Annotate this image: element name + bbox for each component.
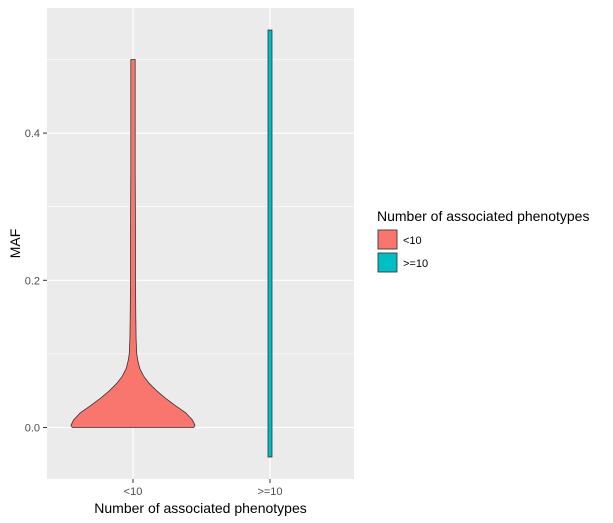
x-axis: <10 >=10: [124, 479, 283, 498]
legend-label: >=10: [403, 258, 428, 270]
legend: Number of associated phenotypes <10 >=10: [377, 208, 589, 273]
legend-swatch: [377, 252, 398, 273]
violin-ge10: [267, 29, 273, 458]
legend-title: Number of associated phenotypes: [377, 208, 589, 224]
y-tick-label: 0.4: [25, 128, 40, 140]
legend-swatch: [377, 229, 398, 250]
x-axis-title: Number of associated phenotypes: [94, 500, 306, 516]
x-tick-label: <10: [124, 486, 143, 498]
violin-lt10: [70, 59, 196, 428]
y-tick-label: 0.0: [25, 422, 40, 434]
violins: [70, 29, 273, 458]
x-tick-label: >=10: [257, 486, 282, 498]
legend-label: <10: [403, 235, 422, 247]
y-tick-label: 0.2: [25, 275, 40, 287]
y-axis: 0.0 0.2 0.4: [25, 128, 47, 434]
y-axis-title: MAF: [7, 229, 23, 259]
